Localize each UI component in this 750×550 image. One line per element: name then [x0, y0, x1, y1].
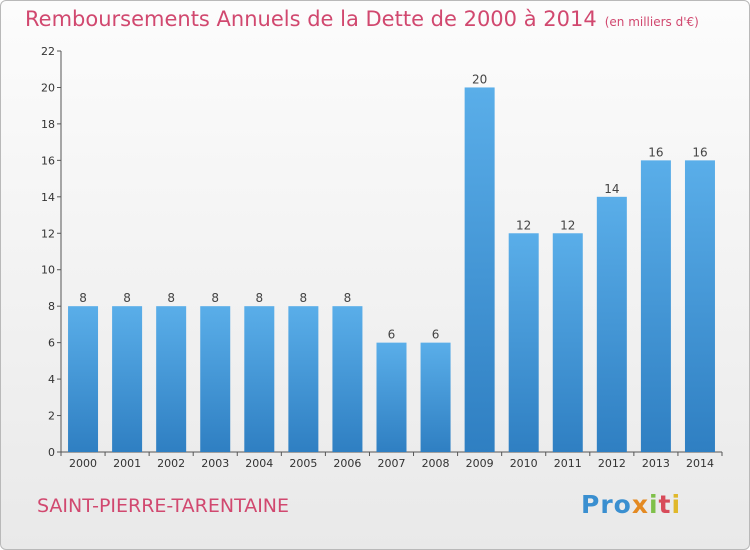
bar — [112, 306, 143, 452]
bar — [156, 306, 187, 452]
bar — [200, 306, 231, 452]
y-tick-label: 20 — [41, 81, 55, 94]
y-tick-label: 12 — [41, 227, 55, 240]
logo-part-4: t — [658, 490, 672, 519]
logo-part-3: i — [648, 490, 659, 519]
y-tick-label: 10 — [41, 264, 55, 277]
bar — [640, 160, 671, 452]
chart-bars: 8 8 8 8 8 8 8 6 6 20 12 12 14 16 16 — [68, 72, 715, 453]
bar-value-label: 8 — [255, 291, 263, 305]
chart-title-text: Remboursements Annuels de la Dette de 20… — [25, 7, 597, 31]
y-tick-label: 18 — [41, 118, 55, 131]
x-tick-label: 2012 — [598, 457, 626, 470]
y-tick-label: 6 — [48, 337, 55, 350]
x-tick-label: 2009 — [466, 457, 494, 470]
y-tick-label: 8 — [48, 300, 55, 313]
bar — [376, 342, 407, 452]
bar — [464, 87, 495, 453]
y-tick-label: 14 — [41, 191, 55, 204]
x-tick-label: 2010 — [510, 457, 538, 470]
bar — [332, 306, 363, 452]
x-tick-label: 2001 — [113, 457, 141, 470]
bar-value-label: 14 — [604, 182, 619, 196]
bar-value-label: 16 — [648, 145, 663, 159]
y-tick-label: 0 — [48, 446, 55, 459]
bar-value-label: 6 — [388, 328, 396, 342]
bar — [596, 196, 627, 452]
bar — [244, 306, 275, 452]
y-tick-label: 22 — [41, 45, 55, 58]
y-tick-label: 2 — [48, 410, 55, 423]
bar — [288, 306, 319, 452]
chart-title: Remboursements Annuels de la Dette de 20… — [25, 7, 699, 31]
x-tick-label: 2007 — [378, 457, 406, 470]
bar — [552, 233, 583, 452]
bar — [508, 233, 539, 452]
y-tick-label: 4 — [48, 373, 55, 386]
chart-axes: 0 2 4 6 8 10 12 14 16 18 20 22 2000 2001 2002 2003 2004 2… — [41, 45, 723, 470]
bar-value-label: 8 — [123, 291, 131, 305]
bar — [684, 160, 715, 452]
bar — [68, 306, 99, 452]
logo-part-5: i — [671, 490, 682, 519]
x-tick-label: 2004 — [245, 457, 273, 470]
bar-value-label: 8 — [211, 291, 219, 305]
x-tick-label: 2005 — [289, 457, 317, 470]
bar-value-label: 12 — [560, 218, 575, 232]
chart-subtitle: (en milliers d'€) — [604, 15, 699, 29]
x-tick-label: 2003 — [201, 457, 229, 470]
x-tick-label: 2002 — [157, 457, 185, 470]
bar-value-label: 12 — [516, 218, 531, 232]
logo-part-1: Pro — [581, 490, 632, 519]
bar-value-label: 8 — [79, 291, 87, 305]
bar-value-label: 16 — [692, 145, 707, 159]
bar — [420, 342, 451, 452]
commune-name: SAINT-PIERRE-TARENTAINE — [37, 495, 290, 517]
bar-value-label: 8 — [300, 291, 308, 305]
y-tick-label: 16 — [41, 154, 55, 167]
bar-value-label: 6 — [432, 328, 440, 342]
bar-value-label: 8 — [167, 291, 175, 305]
x-tick-label: 2006 — [333, 457, 361, 470]
x-tick-label: 2011 — [554, 457, 582, 470]
logo-part-2: x — [631, 490, 649, 519]
x-tick-label: 2008 — [422, 457, 450, 470]
x-tick-label: 2013 — [642, 457, 670, 470]
x-tick-label: 2014 — [686, 457, 714, 470]
bar-value-label: 8 — [344, 291, 352, 305]
proxiti-logo: Proxiti — [581, 490, 681, 519]
bar-value-label: 20 — [472, 72, 487, 86]
x-tick-label: 2000 — [69, 457, 97, 470]
